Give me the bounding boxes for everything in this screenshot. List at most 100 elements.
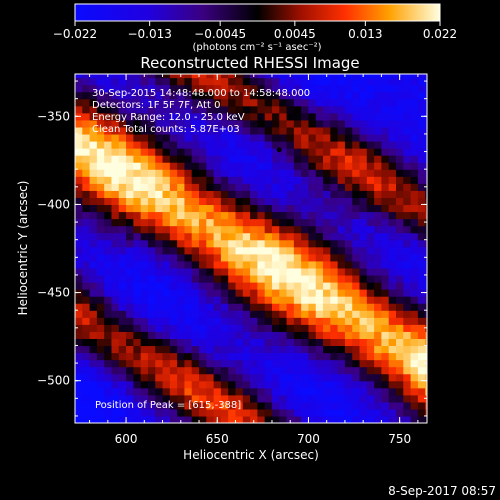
- heatmap-cell: [279, 317, 288, 325]
- heatmap-cell: [220, 119, 229, 128]
- heatmap-cell: [395, 289, 404, 297]
- heatmap-cell: [308, 133, 317, 142]
- heatmap-cell: [374, 274, 383, 283]
- heatmap-cell: [75, 183, 83, 191]
- heatmap-cell: [191, 98, 200, 107]
- heatmap-cell: [264, 190, 273, 198]
- heatmap-cell: [250, 169, 258, 177]
- heatmap-cell: [366, 359, 375, 368]
- heatmap-cell: [417, 394, 426, 403]
- heatmap-cell: [388, 267, 397, 276]
- heatmap-cell: [271, 380, 280, 389]
- heatmap-cell: [388, 225, 397, 234]
- heatmap-cell: [111, 225, 120, 234]
- heatmap-cell: [250, 176, 258, 184]
- heatmap-cell: [395, 112, 404, 121]
- heatmap-cell: [344, 232, 353, 241]
- heatmap-cell: [89, 331, 98, 339]
- heatmap-cell: [169, 84, 178, 93]
- heatmap-cell: [199, 119, 207, 128]
- heatmap-cell: [381, 373, 390, 382]
- heatmap-cell: [315, 289, 324, 297]
- heatmap-cell: [293, 112, 302, 121]
- heatmap-cell: [133, 239, 142, 248]
- heatmap-cell: [425, 317, 427, 325]
- heatmap-cell: [417, 415, 426, 423]
- heatmap-cell: [133, 176, 142, 184]
- heatmap-cell: [381, 260, 390, 269]
- heatmap-cell: [177, 211, 186, 220]
- heatmap-cell: [104, 119, 113, 128]
- heatmap-cell: [337, 345, 346, 354]
- heatmap-cell: [228, 317, 237, 325]
- heatmap-cell: [89, 408, 98, 417]
- heatmap-cell: [235, 359, 244, 368]
- heatmap-cell: [374, 281, 383, 290]
- heatmap-cell: [191, 176, 200, 184]
- heatmap-cell: [140, 317, 149, 325]
- heatmap-cell: [374, 176, 383, 184]
- heatmap-cell: [330, 148, 339, 156]
- heatmap-cell: [126, 401, 134, 410]
- heatmap-cell: [96, 98, 105, 107]
- heatmap-cell: [184, 155, 193, 163]
- heatmap-cell: [395, 324, 404, 332]
- heatmap-cell: [315, 253, 324, 262]
- heatmap-cell: [359, 260, 368, 269]
- heatmap-cell: [199, 133, 207, 142]
- heatmap-cell: [82, 74, 91, 79]
- heatmap-cell: [111, 126, 120, 135]
- heatmap-cell: [118, 260, 127, 269]
- heatmap-cell: [271, 133, 280, 142]
- heatmap-cell: [323, 112, 331, 121]
- heatmap-cell: [191, 190, 200, 198]
- heatmap-cell: [264, 394, 273, 403]
- heatmap-cell: [374, 260, 383, 269]
- heatmap-cell: [191, 126, 200, 135]
- heatmap-cell: [191, 119, 200, 128]
- heatmap-cell: [315, 169, 324, 177]
- heatmap-cell: [96, 140, 105, 149]
- heatmap-cell: [228, 310, 237, 318]
- heatmap-cell: [140, 119, 149, 128]
- heatmap-cell: [337, 84, 346, 93]
- x-axis-ticks: 600 650 700 750: [89, 74, 419, 446]
- heatmap-cell: [82, 317, 91, 325]
- heatmap-cell: [381, 281, 390, 290]
- heatmap-cell: [126, 74, 134, 79]
- heatmap-cell: [344, 331, 353, 339]
- heatmap-cell: [257, 155, 266, 163]
- heatmap-cell: [111, 211, 120, 220]
- heatmap-cell: [293, 91, 302, 100]
- heatmap-cell: [366, 260, 375, 269]
- heatmap-cell: [140, 352, 149, 361]
- heatmap-cell: [279, 183, 288, 191]
- heatmap-cell: [352, 126, 361, 135]
- heatmap-cell: [111, 359, 120, 368]
- heatmap-cell: [323, 338, 331, 347]
- heatmap-cell: [388, 352, 397, 361]
- heatmap-cell: [191, 183, 200, 191]
- heatmap-cell: [96, 74, 105, 79]
- heatmap-cell: [140, 415, 149, 423]
- heatmap-cell: [366, 281, 375, 290]
- heatmap-cell: [403, 345, 412, 354]
- heatmap-cell: [213, 274, 222, 283]
- heatmap-cell: [271, 317, 280, 325]
- heatmap-cell: [388, 394, 397, 403]
- heatmap-cell: [257, 119, 266, 128]
- heatmap-cell: [366, 246, 375, 255]
- heatmap-cell: [118, 197, 127, 206]
- heatmap-cell: [315, 197, 324, 206]
- heatmap-cell: [126, 331, 134, 339]
- heatmap-cell: [177, 338, 186, 347]
- heatmap-cell: [344, 225, 353, 234]
- heatmap-cell: [337, 148, 346, 156]
- heatmap-cell: [169, 232, 178, 241]
- heatmap-cell: [257, 105, 266, 114]
- heatmap-cell: [220, 331, 229, 339]
- heatmap-cell: [177, 267, 186, 276]
- heatmap-cell: [359, 239, 368, 248]
- heatmap-cell: [118, 296, 127, 304]
- heatmap-cell: [366, 352, 375, 361]
